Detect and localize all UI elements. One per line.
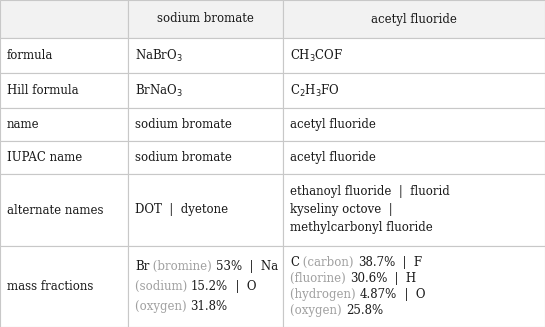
Text: sodium bromate: sodium bromate: [135, 151, 232, 164]
Text: |  Na: | Na: [242, 260, 278, 273]
Bar: [283, 141, 545, 174]
Text: 53%: 53%: [216, 260, 242, 273]
Text: alternate names: alternate names: [7, 203, 104, 216]
Text: methylcarbonyl fluoride: methylcarbonyl fluoride: [290, 221, 433, 234]
Bar: [128, 246, 283, 327]
Text: Br: Br: [135, 260, 149, 273]
Text: (bromine): (bromine): [149, 260, 216, 273]
Text: |  O: | O: [397, 288, 426, 301]
Text: 25.8%: 25.8%: [346, 304, 383, 317]
Bar: [283, 38, 545, 73]
Text: formula: formula: [7, 49, 53, 62]
Bar: [0, 38, 128, 73]
Bar: [128, 141, 283, 174]
Text: kyseliny octove  |: kyseliny octove |: [290, 203, 393, 216]
Bar: [283, 246, 545, 327]
Text: |  H: | H: [387, 272, 416, 285]
Bar: [0, 174, 128, 246]
Text: (sodium): (sodium): [135, 280, 191, 293]
Bar: [283, 73, 545, 108]
Bar: [128, 38, 283, 73]
Text: |  O: | O: [228, 280, 257, 293]
Text: ethanoyl fluoride  |  fluorid: ethanoyl fluoride | fluorid: [290, 185, 450, 198]
Text: mass fractions: mass fractions: [7, 280, 93, 293]
Text: C$_2$H$_3$FO: C$_2$H$_3$FO: [290, 82, 340, 98]
Text: 4.87%: 4.87%: [360, 288, 397, 301]
Bar: [0, 73, 128, 108]
Text: (carbon): (carbon): [299, 256, 358, 269]
Text: 30.6%: 30.6%: [350, 272, 387, 285]
Text: Hill formula: Hill formula: [7, 84, 78, 97]
Bar: [128, 108, 283, 141]
Bar: [128, 0, 283, 38]
Text: DOT  |  dyetone: DOT | dyetone: [135, 203, 228, 216]
Text: NaBrO$_3$: NaBrO$_3$: [135, 47, 183, 63]
Text: |  F: | F: [395, 256, 422, 269]
Text: CH$_3$COF: CH$_3$COF: [290, 47, 344, 63]
Bar: [0, 108, 128, 141]
Bar: [283, 174, 545, 246]
Text: name: name: [7, 118, 40, 131]
Bar: [128, 174, 283, 246]
Text: C: C: [290, 256, 299, 269]
Text: sodium bromate: sodium bromate: [158, 12, 254, 26]
Text: acetyl fluoride: acetyl fluoride: [290, 151, 376, 164]
Text: 31.8%: 31.8%: [190, 300, 228, 313]
Text: acetyl fluoride: acetyl fluoride: [371, 12, 457, 26]
Text: 38.7%: 38.7%: [358, 256, 395, 269]
Text: IUPAC name: IUPAC name: [7, 151, 82, 164]
Text: acetyl fluoride: acetyl fluoride: [290, 118, 376, 131]
Text: sodium bromate: sodium bromate: [135, 118, 232, 131]
Bar: [0, 246, 128, 327]
Text: (oxygen): (oxygen): [290, 304, 346, 317]
Bar: [0, 141, 128, 174]
Text: (fluorine): (fluorine): [290, 272, 350, 285]
Text: BrNaO$_3$: BrNaO$_3$: [135, 82, 183, 98]
Text: (oxygen): (oxygen): [135, 300, 190, 313]
Text: (hydrogen): (hydrogen): [290, 288, 360, 301]
Bar: [283, 108, 545, 141]
Bar: [128, 73, 283, 108]
Text: 15.2%: 15.2%: [191, 280, 228, 293]
Bar: [283, 0, 545, 38]
Bar: [0, 0, 128, 38]
